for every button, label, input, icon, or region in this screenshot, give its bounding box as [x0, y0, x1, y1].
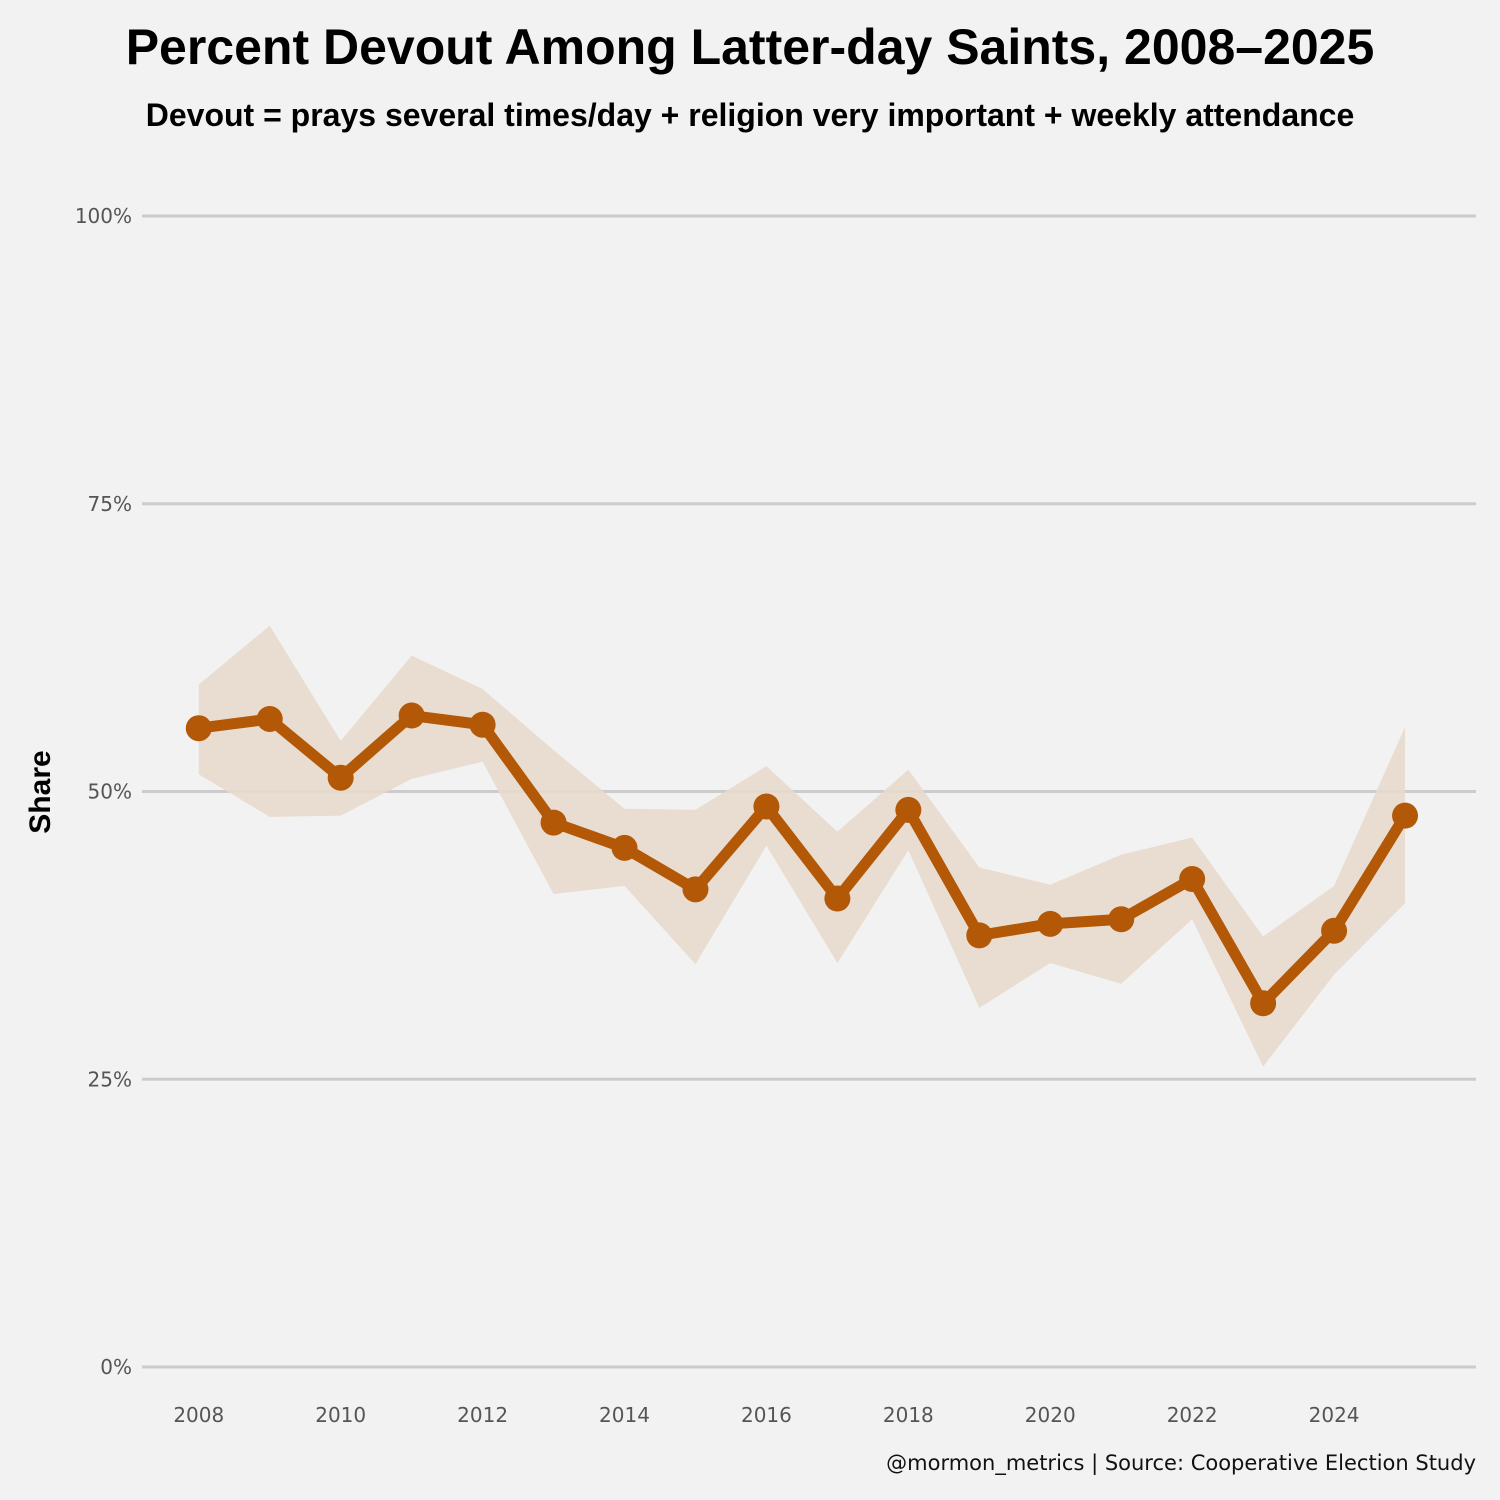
data-point-2019 [966, 922, 993, 949]
data-point-2008 [185, 715, 212, 742]
y-tick-label-50: 50% [88, 780, 132, 804]
chart-title: Percent Devout Among Latter-day Saints, … [126, 19, 1375, 75]
data-point-2021 [1108, 906, 1135, 933]
data-point-2017 [824, 885, 851, 912]
series-line-layer [193, 710, 1411, 1009]
data-point-2020 [1037, 910, 1064, 937]
data-point-2011 [398, 702, 425, 729]
data-point-2014 [611, 834, 638, 861]
caption: @mormon_metrics | Source: Cooperative El… [886, 1451, 1476, 1476]
x-tick-labels: 2008 2010 2012 2014 2016 2018 2020 2022 2024 [173, 1403, 1359, 1427]
data-point-2018 [895, 796, 922, 823]
x-tick-label-2022: 2022 [1167, 1403, 1218, 1427]
x-tick-label-2008: 2008 [173, 1403, 224, 1427]
data-point-2010 [327, 764, 354, 791]
data-point-2022 [1179, 865, 1206, 892]
x-tick-label-2018: 2018 [883, 1403, 934, 1427]
x-tick-label-2012: 2012 [457, 1403, 508, 1427]
data-point-2016 [753, 793, 780, 820]
data-point-2023 [1250, 990, 1277, 1017]
x-tick-label-2014: 2014 [599, 1403, 650, 1427]
data-point-2015 [682, 876, 709, 903]
x-tick-label-2016: 2016 [741, 1403, 792, 1427]
series-line-devout [193, 710, 1411, 1009]
y-tick-labels: 0% 25% 50% 75% 100% [75, 204, 132, 1379]
y-tick-label-75: 75% [88, 492, 132, 516]
chart-subtitle: Devout = prays several times/day + relig… [146, 97, 1355, 133]
x-tick-label-2010: 2010 [315, 1403, 366, 1427]
data-point-2025 [1392, 802, 1419, 829]
data-point-2013 [540, 809, 567, 836]
y-tick-label-25: 25% [88, 1067, 132, 1091]
x-tick-label-2020: 2020 [1025, 1403, 1076, 1427]
y-axis-label: Share [24, 750, 57, 833]
y-tick-label-0: 0% [100, 1355, 132, 1379]
y-tick-label-100: 100% [75, 204, 132, 228]
data-point-2024 [1321, 917, 1348, 944]
x-tick-label-2024: 2024 [1309, 1403, 1360, 1427]
data-point-2009 [256, 705, 283, 732]
data-point-2012 [469, 711, 496, 738]
data-points [185, 702, 1419, 1017]
